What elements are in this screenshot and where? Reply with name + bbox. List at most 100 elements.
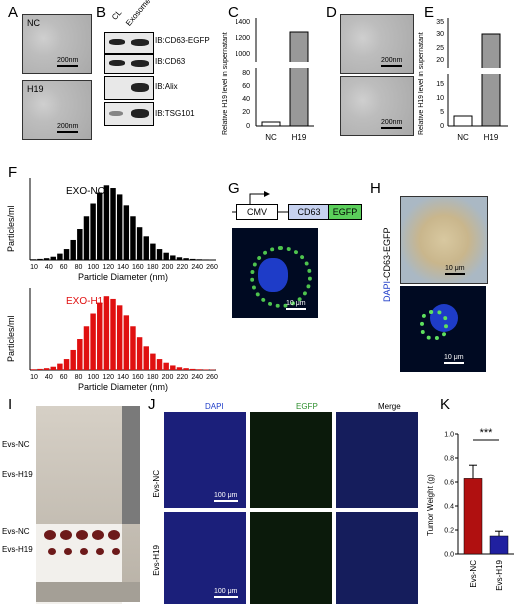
f-h19-bar bbox=[116, 305, 123, 370]
wb-blot-3 bbox=[104, 76, 154, 100]
f-nc-bar bbox=[130, 216, 136, 260]
wb-label-3: IB:Alix bbox=[155, 82, 178, 91]
f-nc-bar bbox=[203, 259, 209, 260]
f-h19-bar bbox=[143, 346, 149, 370]
cd63-box: CD63 bbox=[288, 204, 330, 220]
e-ytick-5: 5 bbox=[440, 109, 444, 116]
f-nc-xtick: 160 bbox=[132, 264, 144, 271]
em-label-h19: H19 bbox=[27, 84, 44, 94]
f-h19-xtick: 60 bbox=[60, 374, 68, 381]
scale-bar-a1: 200nm bbox=[57, 57, 79, 67]
e-ytick-15: 15 bbox=[436, 81, 444, 88]
f-h19-xtick: 40 bbox=[45, 374, 53, 381]
wb-col-cl: CL bbox=[110, 8, 124, 22]
wb-label-4: IB:TSG101 bbox=[155, 109, 195, 118]
f-nc-bar bbox=[103, 185, 110, 260]
f-nc-bar bbox=[196, 259, 203, 260]
f-nc-bar bbox=[63, 249, 70, 260]
panel-label-i: I bbox=[8, 396, 13, 413]
f-nc-xtick: 140 bbox=[117, 264, 129, 271]
f-nc-xtick: 80 bbox=[75, 264, 83, 271]
f-h19-bar bbox=[90, 313, 96, 370]
f-nc-bar bbox=[97, 192, 103, 260]
f-h19-bar bbox=[136, 337, 143, 370]
f-nc-bar bbox=[156, 249, 163, 260]
fluor-image-h: 10 μm bbox=[400, 286, 486, 372]
k-ytick-label: 0.0 bbox=[444, 552, 454, 559]
f-h19-bar bbox=[170, 365, 176, 370]
c-ytick-1200: 1200 bbox=[236, 35, 250, 42]
panel-label-a: A bbox=[8, 4, 19, 21]
fluor-image-g: 10 μm bbox=[232, 228, 318, 318]
f-h19-xtick: 260 bbox=[206, 374, 218, 381]
c-ytick-0: 0 bbox=[246, 123, 250, 130]
f-nc-bar bbox=[143, 236, 149, 260]
f-h19-bar bbox=[163, 362, 169, 370]
f-nc-bar bbox=[136, 227, 143, 260]
f-nc-bar bbox=[37, 258, 43, 260]
i-label-evs-h19-2: Evs-H19 bbox=[2, 545, 33, 554]
j-col-merge: Merge bbox=[378, 402, 401, 411]
j-row-evs-h19: Evs-H19 bbox=[152, 545, 161, 576]
wb-blot-1 bbox=[104, 32, 154, 54]
f-nc-bar bbox=[110, 188, 116, 260]
c-ytick-1400: 1400 bbox=[236, 19, 250, 26]
f-h19-bar bbox=[150, 353, 156, 370]
e-ytick-35: 35 bbox=[436, 19, 444, 26]
h-label-rest: -CD63-EGFP bbox=[382, 227, 392, 282]
bar-c-h19 bbox=[289, 31, 309, 127]
brightfield-image-h: 10 μm bbox=[400, 196, 488, 284]
c-ytick-60: 60 bbox=[242, 83, 250, 90]
k-bar-evs-nc bbox=[463, 478, 483, 555]
f-nc-bar bbox=[90, 203, 96, 260]
f-h19-bar bbox=[97, 302, 103, 370]
f-nc-xtick: 220 bbox=[176, 264, 188, 271]
e-ylabel: Relative H19 level in supernatant bbox=[418, 32, 425, 136]
c-ylabel: Relative H19 level in supernatant bbox=[222, 32, 229, 136]
scale-bar-a2: 200nm bbox=[57, 123, 79, 133]
wb-col-exosome: Exosome bbox=[124, 0, 153, 28]
j-col-dapi: DAPI bbox=[205, 402, 224, 411]
h-vertical-label: DAPI-CD63-EGFP bbox=[382, 200, 394, 330]
wb-label-1: IB:CD63-EGFP bbox=[155, 36, 210, 45]
f-nc-bar bbox=[123, 205, 130, 260]
scale-bar-h2: 10 μm bbox=[444, 354, 464, 364]
f-nc-xlabel: Particle Diameter (nm) bbox=[78, 272, 168, 282]
e-xtick-nc: NC bbox=[457, 133, 469, 142]
f-nc-bar bbox=[170, 255, 176, 260]
f-nc-bar bbox=[30, 259, 37, 260]
j-col-egfp: EGFP bbox=[296, 402, 318, 411]
c-xtick-nc: NC bbox=[265, 133, 277, 142]
j-merge-h19 bbox=[336, 512, 418, 604]
bar-e-h19 bbox=[481, 33, 501, 127]
i-label-evs-nc-1: Evs-NC bbox=[2, 440, 30, 449]
e-ytick-30: 30 bbox=[436, 31, 444, 38]
f-h19-ylabel: Particles/ml bbox=[6, 315, 16, 362]
f-h19-bar bbox=[43, 368, 50, 370]
f-nc-bar bbox=[50, 256, 56, 260]
panel-label-h: H bbox=[370, 180, 381, 197]
k-ytick-label: 0.8 bbox=[444, 456, 454, 463]
k-ytick-label: 0.6 bbox=[444, 480, 454, 487]
em-label-nc: NC bbox=[27, 18, 40, 28]
f-h19-title: EXO-H19 bbox=[66, 296, 109, 307]
f-nc-xtick: 60 bbox=[60, 264, 68, 271]
f-h19-bar bbox=[63, 359, 70, 370]
f-h19-xtick: 80 bbox=[75, 374, 83, 381]
j-dapi-nc: 100 μm bbox=[164, 412, 246, 508]
panel-label-d: D bbox=[326, 4, 337, 21]
wb-blot-4 bbox=[104, 102, 154, 126]
f-nc-ylabel: Particles/ml bbox=[6, 205, 16, 252]
k-xtick-evs-nc: Evs-NC bbox=[469, 560, 478, 588]
i-label-evs-nc-2: Evs-NC bbox=[2, 527, 30, 536]
f-h19-bar bbox=[110, 298, 116, 370]
chart-e: 0 5 10 15 20 25 30 35 NC H19 bbox=[436, 18, 508, 142]
e-ytick-25: 25 bbox=[436, 45, 444, 52]
f-h19-xtick: 140 bbox=[117, 374, 129, 381]
chart-k: 0.0 0.2 0.4 0.6 0.8 1.0 Evs-NC Evs-H19 *** bbox=[444, 427, 514, 591]
panel-label-c: C bbox=[228, 4, 239, 21]
f-h19-xtick: 200 bbox=[162, 374, 174, 381]
f-h19-bar bbox=[130, 326, 136, 370]
j-egfp-h19 bbox=[250, 512, 332, 604]
h-label-dapi: DAPI bbox=[382, 281, 392, 303]
